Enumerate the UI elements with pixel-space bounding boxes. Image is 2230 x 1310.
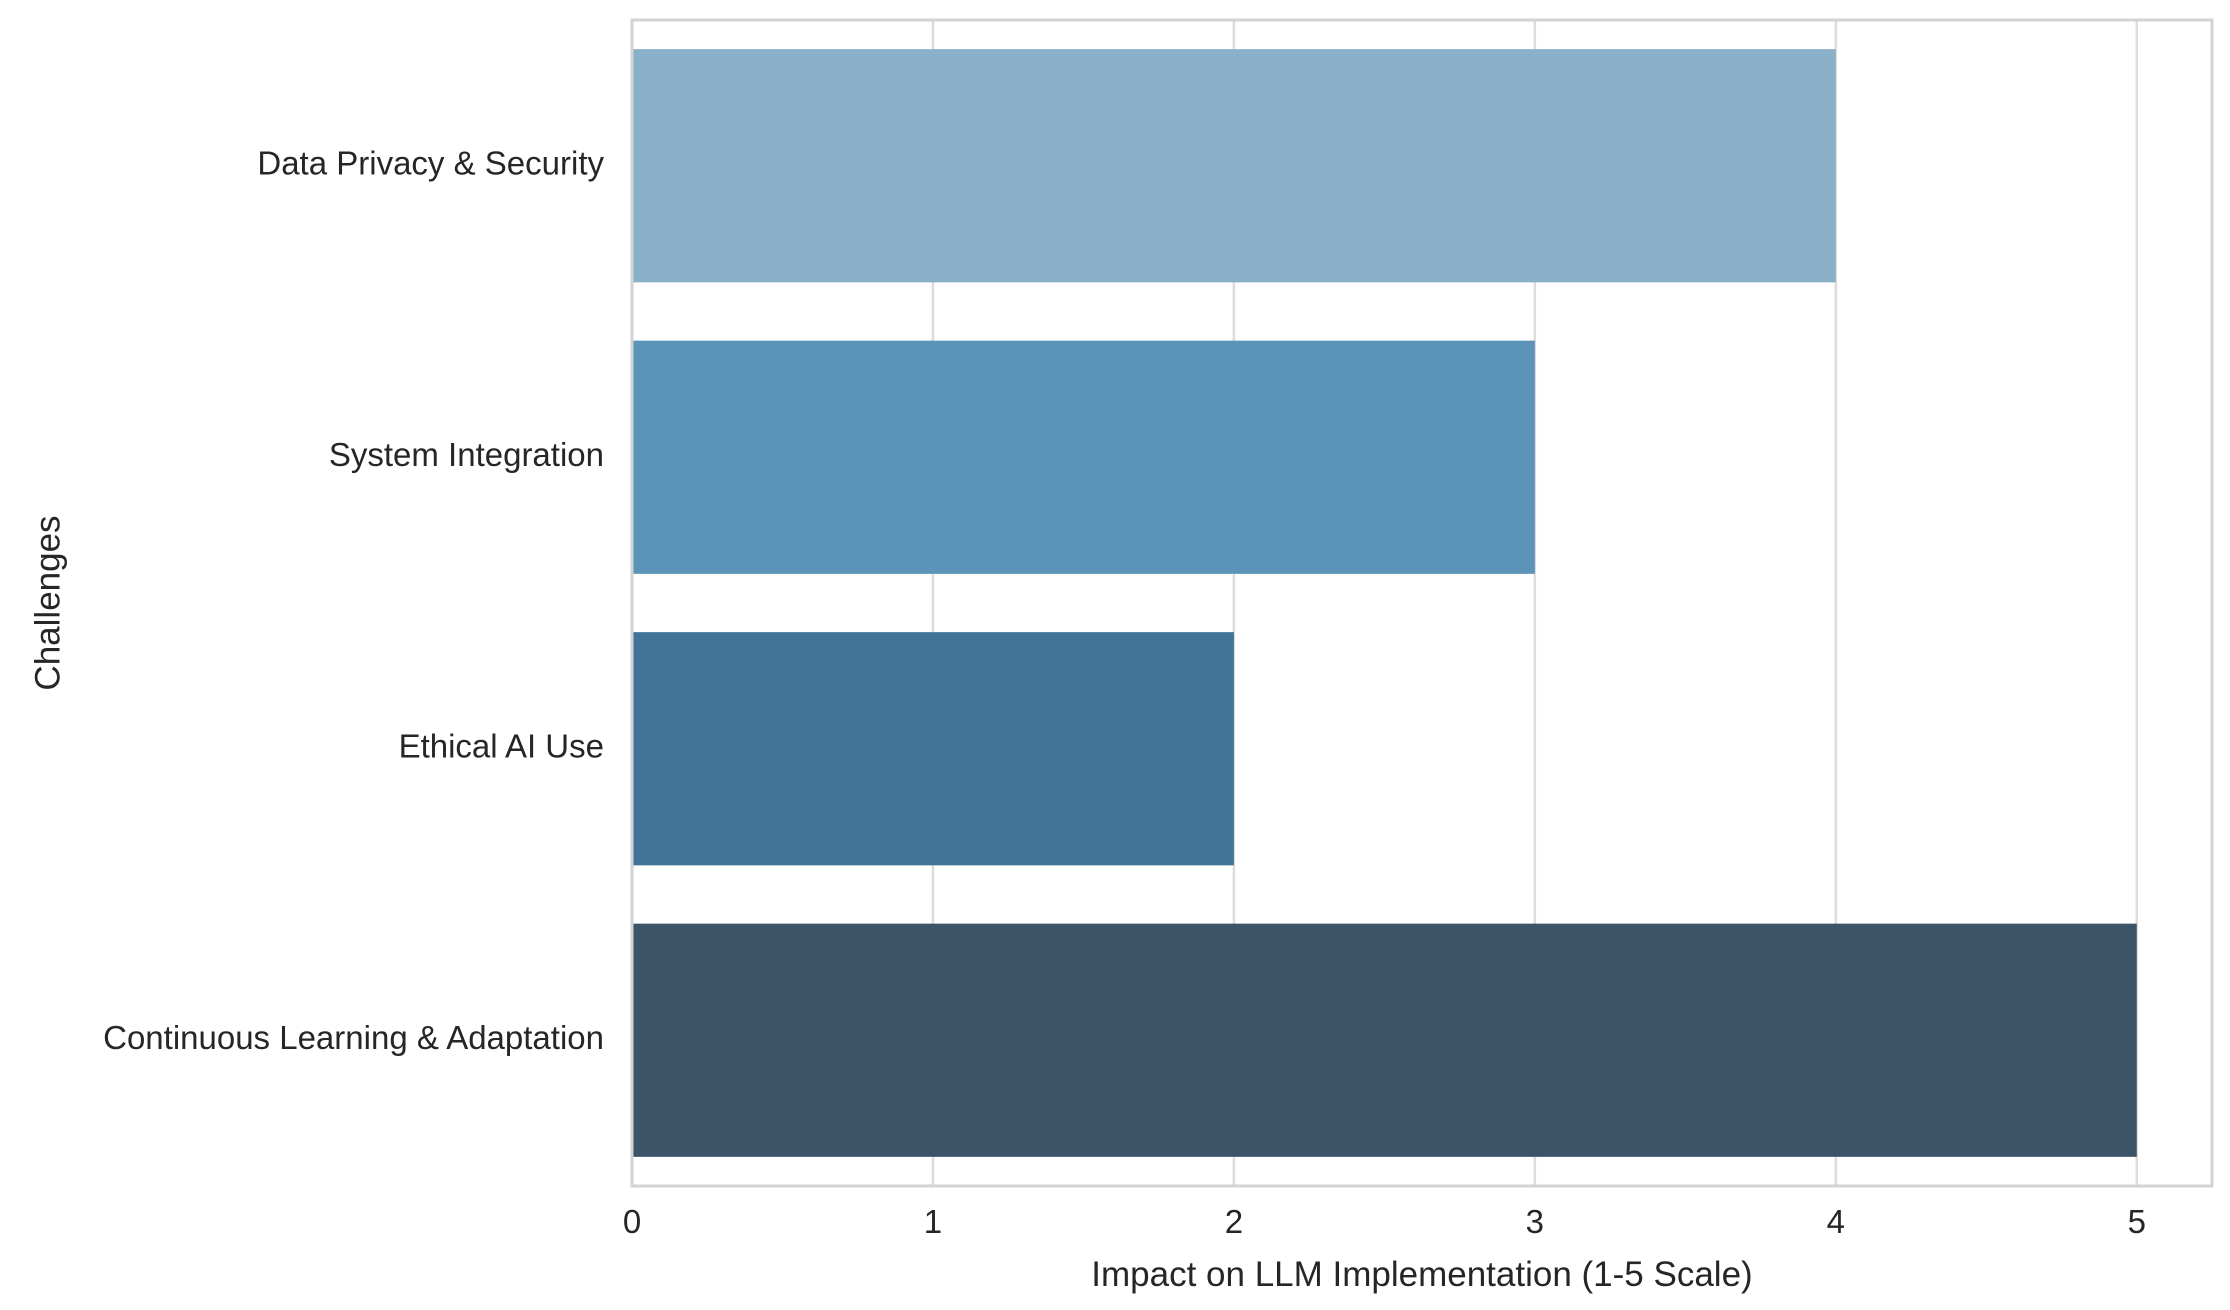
x-tick-label: 2 (1225, 1203, 1243, 1240)
y-tick-labels: Data Privacy & Security System Integratio… (103, 144, 604, 1056)
x-tick-label: 1 (924, 1203, 942, 1240)
x-tick-label: 5 (2128, 1203, 2146, 1240)
x-axis-title: Impact on LLM Implementation (1-5 Scale) (1091, 1255, 1752, 1294)
bar (632, 632, 1234, 866)
bar (632, 49, 1836, 283)
y-axis-title: Challenges (28, 515, 67, 690)
bars (632, 49, 2137, 1157)
x-tick-labels: 0 1 2 3 4 5 (623, 1203, 2146, 1240)
y-tick-label: Data Privacy & Security (257, 144, 604, 181)
bar (632, 340, 1535, 574)
bar (632, 923, 2137, 1157)
x-tick-label: 4 (1827, 1203, 1845, 1240)
plot-frame (630, 18, 2214, 1188)
x-tick-label: 3 (1526, 1203, 1544, 1240)
y-tick-label: System Integration (329, 436, 604, 473)
y-tick-label: Ethical AI Use (399, 727, 604, 764)
x-tick-label: 0 (623, 1203, 641, 1240)
y-tick-label: Continuous Learning & Adaptation (103, 1019, 604, 1056)
